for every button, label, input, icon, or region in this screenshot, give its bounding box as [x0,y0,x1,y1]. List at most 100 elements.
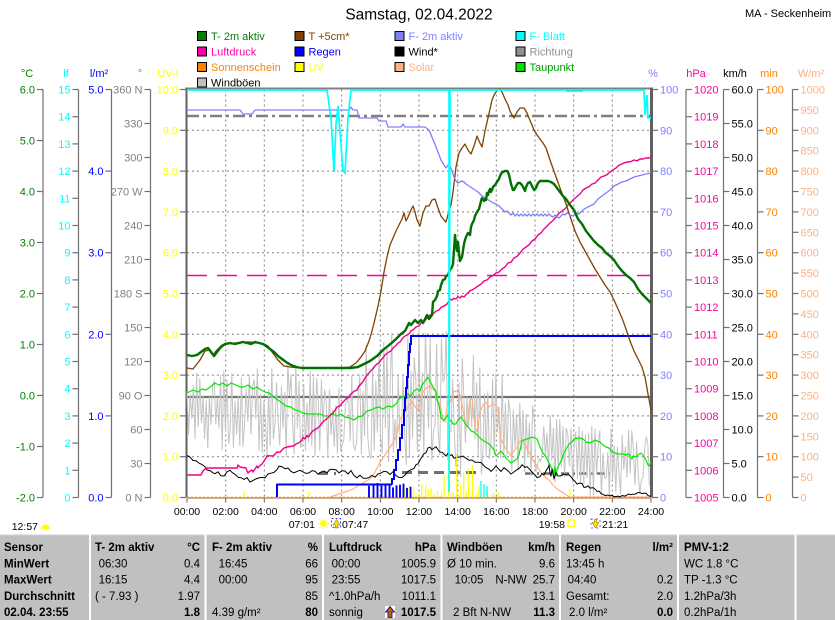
svg-text:2.0: 2.0 [20,289,35,301]
svg-text:07:01: 07:01 [289,519,315,531]
svg-text:70: 70 [660,207,672,219]
svg-text:1: 1 [64,465,70,477]
svg-text:10: 10 [660,452,672,464]
svg-text:8: 8 [64,275,70,287]
svg-text:210: 210 [124,255,142,267]
svg-text:22:00: 22:00 [599,506,625,518]
svg-text:Windböen: Windböen [211,78,261,90]
svg-text:20:00: 20:00 [561,506,587,518]
svg-text:Durchschnitt: Durchschnitt [4,591,75,603]
svg-text:80: 80 [660,166,672,178]
svg-text:800: 800 [801,166,819,178]
svg-text:21:21: 21:21 [602,519,628,531]
svg-text:13.1: 13.1 [533,591,555,603]
svg-text:Sensor: Sensor [4,542,44,554]
svg-text:2.0 l/m²: 2.0 l/m² [569,607,608,619]
svg-text:4.0: 4.0 [163,329,178,341]
svg-text:2.0: 2.0 [88,329,103,341]
svg-text:30.0: 30.0 [732,289,753,301]
svg-text:1013: 1013 [694,275,718,287]
svg-text:80: 80 [305,607,318,619]
svg-text:5.0: 5.0 [20,136,35,148]
svg-text:1005.9: 1005.9 [401,559,436,571]
svg-text:08:00: 08:00 [329,506,355,518]
svg-text:1009: 1009 [694,384,718,396]
svg-text:0.0: 0.0 [732,493,747,505]
svg-text:1012: 1012 [694,302,718,314]
svg-text:1.97: 1.97 [178,591,200,603]
svg-text:10: 10 [58,221,70,233]
svg-text:0: 0 [801,493,807,505]
svg-text:12:57: 12:57 [12,521,38,533]
svg-text:30: 30 [660,370,672,382]
svg-text:10:05: 10:05 [455,575,484,587]
svg-text:Regen: Regen [566,542,601,554]
svg-text:1005: 1005 [694,493,718,505]
svg-text:1017.5: 1017.5 [401,575,436,587]
svg-text:550: 550 [801,268,819,280]
svg-text:25.0: 25.0 [732,323,753,335]
svg-text:40.0: 40.0 [732,221,753,233]
svg-text:F- 2m aktiv: F- 2m aktiv [409,31,464,43]
svg-text:35.0: 35.0 [732,255,753,267]
svg-text:19:58: 19:58 [539,519,565,531]
svg-text:hPa: hPa [415,542,437,554]
svg-text:Taupunkt: Taupunkt [530,62,575,74]
svg-text:%: % [308,542,318,554]
svg-text:20.0: 20.0 [732,357,753,369]
svg-text:25.7: 25.7 [533,575,555,587]
svg-text:1017.5: 1017.5 [401,607,437,619]
svg-text:200: 200 [801,411,819,423]
svg-text:7.0: 7.0 [163,207,178,219]
svg-text:Solar: Solar [409,62,435,74]
svg-text:360 N: 360 N [113,85,142,97]
svg-text:F- 2m aktiv: F- 2m aktiv [212,542,273,554]
svg-text:TP -1.3 °C: TP -1.3 °C [684,575,738,587]
svg-text:Richtung: Richtung [530,47,573,59]
svg-text:650: 650 [801,227,819,239]
svg-text:1019: 1019 [694,112,718,124]
svg-text:5.0: 5.0 [163,289,178,301]
svg-text:9: 9 [64,248,70,260]
svg-text:Luftdruck: Luftdruck [329,542,383,554]
svg-text:F- Blatt: F- Blatt [530,31,565,43]
svg-text:60.0: 60.0 [732,85,753,97]
svg-text:85: 85 [305,591,318,603]
svg-text:Sonnenschein: Sonnenschein [211,62,281,74]
svg-text:40: 40 [660,329,672,341]
svg-text:min: min [760,68,778,80]
svg-text:4.39 g/m²: 4.39 g/m² [212,607,261,619]
svg-text:9.0: 9.0 [163,125,178,137]
svg-text:11.3: 11.3 [533,607,555,619]
svg-text:0.0: 0.0 [88,493,103,505]
svg-text:90 O: 90 O [119,391,143,403]
svg-text:3.0: 3.0 [20,238,35,250]
svg-text:%: % [648,68,658,80]
svg-text:60: 60 [766,248,778,260]
svg-text:150: 150 [801,431,819,443]
svg-text:10:00: 10:00 [367,506,393,518]
svg-text:UV-I: UV-I [157,68,178,80]
svg-text:3: 3 [64,411,70,423]
svg-text:00:00: 00:00 [219,575,248,587]
svg-text:06:30: 06:30 [99,559,128,571]
svg-text:-1.0: -1.0 [16,442,35,454]
svg-text:100: 100 [660,85,678,97]
svg-text:4: 4 [64,384,70,396]
svg-text:PMV-1:2: PMV-1:2 [684,542,729,554]
svg-text:11: 11 [59,193,70,205]
svg-text:-2.0: -2.0 [16,493,35,505]
svg-text:4.4: 4.4 [184,575,201,587]
svg-text:750: 750 [801,187,819,199]
svg-text:90: 90 [766,125,778,137]
svg-text:1018: 1018 [694,139,718,151]
svg-text:1010: 1010 [694,357,718,369]
svg-text:8.0: 8.0 [163,166,178,178]
svg-text:2 Bft N-NW: 2 Bft N-NW [453,607,511,619]
svg-text:km/h: km/h [723,68,747,80]
svg-text:30: 30 [130,459,142,471]
svg-text:10.0: 10.0 [732,425,753,437]
svg-text:950: 950 [801,105,819,117]
svg-text:10: 10 [766,452,778,464]
svg-text:MA - Seckenheim: MA - Seckenheim [745,8,831,20]
